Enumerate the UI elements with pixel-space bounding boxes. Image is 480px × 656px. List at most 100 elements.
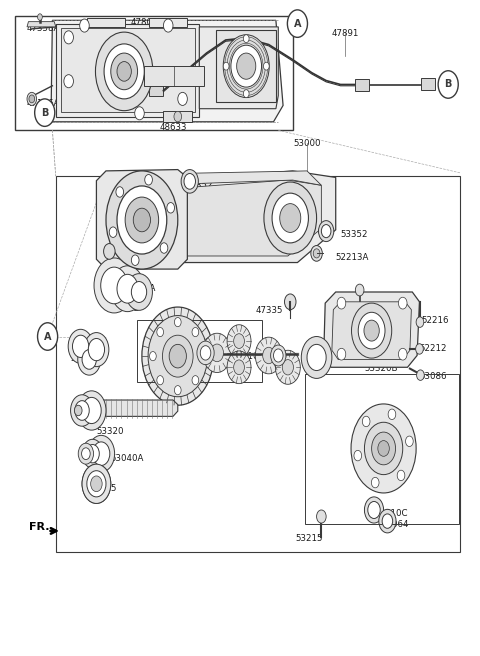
Circle shape [145, 174, 152, 185]
Circle shape [174, 112, 181, 122]
Circle shape [174, 386, 181, 395]
Circle shape [167, 203, 175, 213]
Circle shape [272, 193, 309, 243]
Circle shape [243, 90, 249, 98]
Polygon shape [144, 66, 204, 86]
Circle shape [109, 227, 117, 237]
Circle shape [417, 370, 424, 380]
Circle shape [68, 329, 93, 363]
Circle shape [358, 312, 385, 349]
Circle shape [78, 443, 94, 464]
Circle shape [96, 32, 153, 111]
Circle shape [364, 497, 384, 523]
Text: 53410: 53410 [231, 352, 259, 361]
Circle shape [322, 224, 331, 237]
Text: 53064: 53064 [381, 520, 408, 529]
Polygon shape [120, 180, 322, 256]
Circle shape [382, 514, 393, 528]
Text: 47800: 47800 [131, 18, 158, 28]
Polygon shape [96, 170, 187, 269]
Circle shape [111, 53, 138, 90]
Circle shape [82, 398, 101, 424]
Circle shape [84, 333, 109, 367]
Circle shape [372, 478, 379, 488]
Circle shape [200, 346, 211, 360]
Circle shape [362, 416, 370, 426]
Circle shape [116, 187, 123, 197]
Circle shape [111, 266, 144, 312]
Text: 53040A: 53040A [111, 455, 144, 463]
Circle shape [74, 405, 82, 416]
Circle shape [148, 316, 207, 397]
Circle shape [319, 220, 334, 241]
Circle shape [398, 348, 407, 360]
Circle shape [142, 307, 214, 405]
Text: 53000: 53000 [293, 139, 321, 148]
Circle shape [416, 344, 423, 354]
Text: A: A [294, 18, 301, 29]
Circle shape [264, 182, 317, 254]
Circle shape [72, 335, 89, 358]
Circle shape [311, 245, 323, 261]
Circle shape [368, 501, 380, 518]
Circle shape [416, 317, 424, 327]
Circle shape [64, 75, 73, 88]
Circle shape [37, 323, 58, 350]
Circle shape [64, 31, 73, 44]
Circle shape [398, 297, 407, 309]
Text: 48633: 48633 [159, 123, 187, 133]
Circle shape [117, 62, 132, 81]
Polygon shape [56, 24, 199, 117]
Circle shape [135, 107, 144, 120]
Circle shape [317, 510, 326, 523]
Text: 53371B: 53371B [106, 304, 140, 313]
Circle shape [37, 14, 42, 20]
Circle shape [162, 335, 193, 377]
Circle shape [255, 337, 282, 374]
Circle shape [276, 350, 300, 384]
Polygon shape [355, 79, 369, 91]
Text: 53352: 53352 [340, 230, 368, 239]
Text: 53236: 53236 [123, 294, 150, 303]
Circle shape [197, 341, 214, 365]
Circle shape [132, 281, 147, 302]
Circle shape [132, 255, 139, 266]
Polygon shape [199, 27, 278, 109]
Circle shape [160, 243, 168, 253]
Circle shape [337, 297, 346, 309]
Polygon shape [27, 22, 56, 27]
Circle shape [364, 320, 379, 341]
Circle shape [313, 249, 320, 258]
Circle shape [91, 476, 102, 491]
Circle shape [438, 71, 458, 98]
Circle shape [237, 53, 256, 79]
Circle shape [80, 19, 89, 32]
Polygon shape [163, 111, 192, 122]
Polygon shape [96, 400, 178, 417]
Circle shape [82, 464, 111, 503]
Circle shape [280, 203, 301, 232]
Circle shape [288, 10, 308, 37]
Circle shape [88, 436, 115, 472]
Polygon shape [87, 18, 125, 27]
Circle shape [150, 352, 156, 361]
Circle shape [227, 325, 251, 358]
Text: 53325: 53325 [89, 484, 117, 493]
Polygon shape [421, 78, 435, 91]
Circle shape [178, 92, 187, 106]
Circle shape [117, 274, 138, 303]
Circle shape [94, 258, 134, 313]
Circle shape [181, 170, 198, 193]
Circle shape [82, 448, 90, 460]
Polygon shape [104, 171, 336, 262]
Polygon shape [149, 18, 187, 27]
Circle shape [125, 197, 158, 243]
Polygon shape [51, 20, 283, 122]
Circle shape [88, 338, 105, 361]
Polygon shape [144, 171, 322, 185]
Circle shape [133, 208, 151, 232]
Circle shape [157, 376, 164, 385]
Circle shape [223, 35, 269, 98]
Text: 52212: 52212 [420, 344, 447, 354]
Circle shape [388, 409, 396, 420]
